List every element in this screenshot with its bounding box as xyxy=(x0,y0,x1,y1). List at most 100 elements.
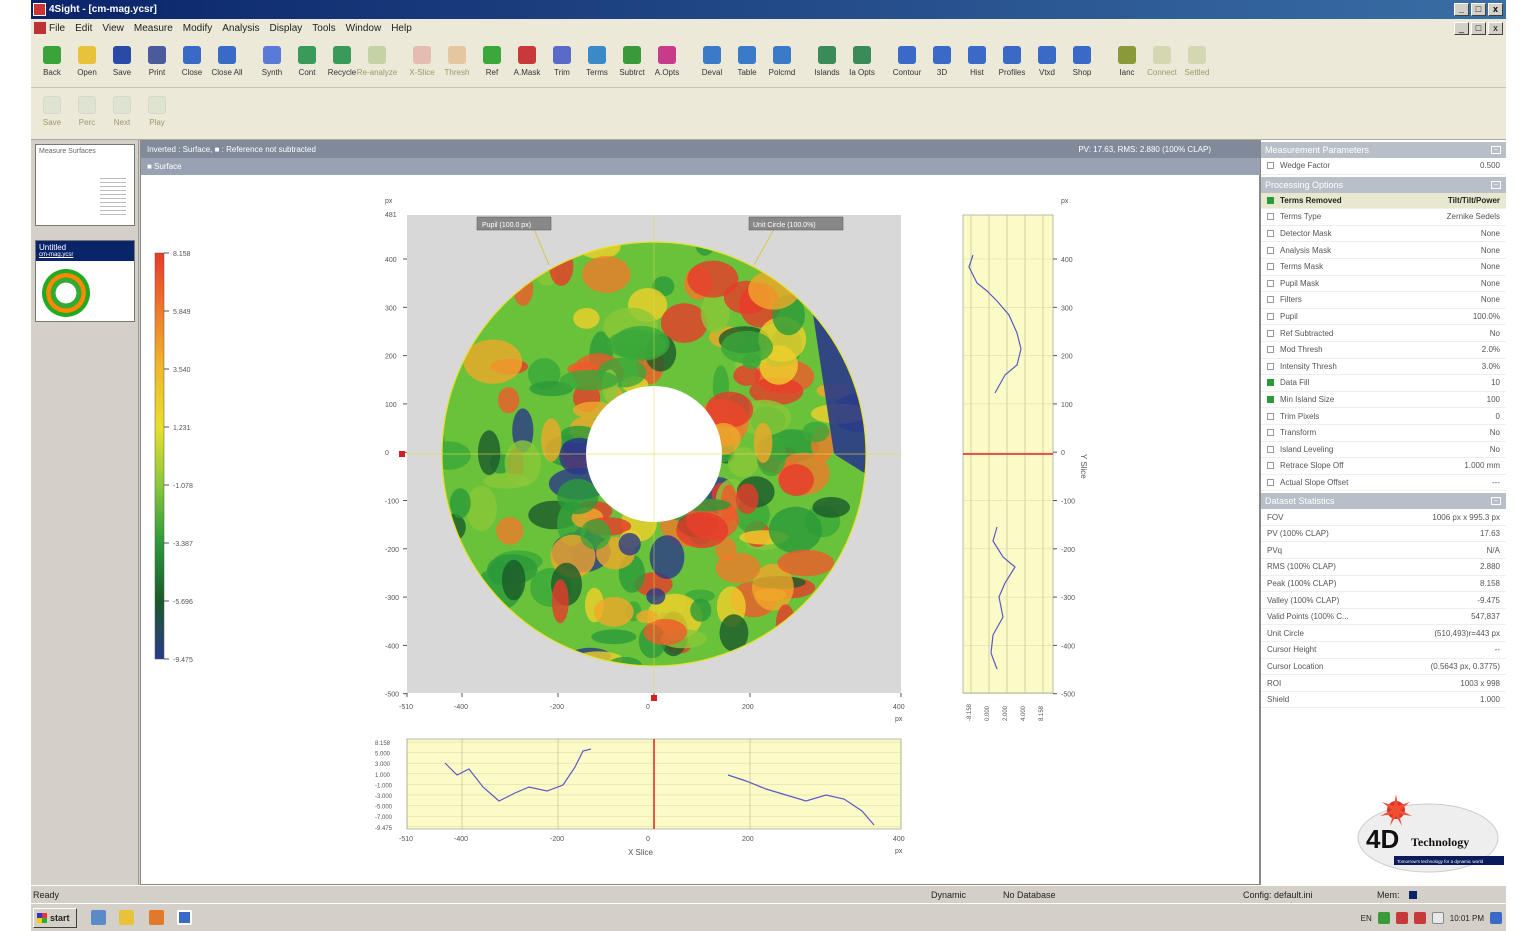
property-row-detector-mask[interactable]: Detector Mask None xyxy=(1261,226,1506,243)
property-row-data-fill[interactable]: Data Fill 10 xyxy=(1261,375,1506,392)
menu-help[interactable]: Help xyxy=(391,23,412,34)
minimize-button[interactable]: _ xyxy=(1454,3,1469,16)
close-button[interactable]: x xyxy=(1488,3,1503,16)
property-row-terms-type[interactable]: Terms Type Zernike Sedels xyxy=(1261,209,1506,226)
show-desktop-icon[interactable] xyxy=(1490,912,1502,924)
property-row-cursor-location[interactable]: Cursor Location (0.5643 px, 0.3775) xyxy=(1261,659,1506,676)
property-row-fov[interactable]: FOV 1006 px x 995.3 px xyxy=(1261,509,1506,526)
property-row-intensity-thresh[interactable]: Intensity Thresh 3.0% xyxy=(1261,359,1506,376)
vtxd-button[interactable]: Vtxd xyxy=(1031,46,1063,77)
property-row-island-leveling[interactable]: Island Leveling No xyxy=(1261,442,1506,459)
property-checkbox[interactable] xyxy=(1267,196,1274,204)
shop-button[interactable]: Shop xyxy=(1066,46,1098,77)
back-button[interactable]: Back xyxy=(36,46,68,77)
property-row-mod-thresh[interactable]: Mod Thresh 2.0% xyxy=(1261,342,1506,359)
property-row-roi[interactable]: ROI 1003 x 998 xyxy=(1261,675,1506,692)
property-row-valid-points-100-c[interactable]: Valid Points (100% C... 547,837 xyxy=(1261,609,1506,626)
ia-opts-button[interactable]: Ia Opts xyxy=(846,46,878,77)
surface-plot[interactable]: 8.158 5.849 3.540 1.231 -1.078 -3.387 -5.696 -9… xyxy=(141,175,1259,885)
ianc-button[interactable]: Ianc xyxy=(1111,46,1143,77)
start-button[interactable]: start xyxy=(33,908,77,928)
collapse-icon[interactable]: – xyxy=(1491,497,1501,506)
polcmd-button[interactable]: Polcmd xyxy=(766,46,798,77)
property-row-actual-slope-offset[interactable]: Actual Slope Offset --- xyxy=(1261,475,1506,492)
property-checkbox[interactable] xyxy=(1267,279,1274,287)
ref-button[interactable]: Ref xyxy=(476,46,508,77)
processing-section-header[interactable]: Processing Options – xyxy=(1261,176,1506,193)
dataset-thumbnail[interactable]: Untitled cm-mag.ycsr xyxy=(35,240,135,322)
settled-button[interactable]: Settled xyxy=(1181,46,1213,77)
measurement-section-header[interactable]: Measurement Parameters – xyxy=(1261,142,1506,158)
quicklaunch-desktop-icon[interactable] xyxy=(91,910,106,925)
menu-view[interactable]: View xyxy=(102,23,124,34)
property-checkbox[interactable] xyxy=(1267,162,1274,170)
menu-tools[interactable]: Tools xyxy=(312,23,336,34)
property-row-valley-100-clap[interactable]: Valley (100% CLAP) -9.475 xyxy=(1261,592,1506,609)
property-row-min-island-size[interactable]: Min Island Size 100 xyxy=(1261,392,1506,409)
play-button[interactable]: Play xyxy=(141,96,173,139)
property-row-trim-pixels[interactable]: Trim Pixels 0 xyxy=(1261,408,1506,425)
property-checkbox[interactable] xyxy=(1267,213,1274,221)
perc-button[interactable]: Perc xyxy=(71,96,103,139)
terms-button[interactable]: Terms xyxy=(581,46,613,77)
property-checkbox[interactable] xyxy=(1267,346,1274,354)
property-row-terms-mask[interactable]: Terms Mask None xyxy=(1261,259,1506,276)
property-checkbox[interactable] xyxy=(1267,412,1274,420)
property-checkbox[interactable] xyxy=(1267,296,1274,304)
property-row-shield[interactable]: Shield 1.000 xyxy=(1261,692,1506,709)
property-row-retrace-slope-off[interactable]: Retrace Slope Off 1.000 mm xyxy=(1261,458,1506,475)
quicklaunch-folder-icon[interactable] xyxy=(119,910,134,925)
thresh-button[interactable]: Thresh xyxy=(441,46,473,77)
hist-button[interactable]: Hist xyxy=(961,46,993,77)
contour-button[interactable]: Contour xyxy=(891,46,923,77)
collapse-icon[interactable]: – xyxy=(1491,146,1501,154)
doc-minimize-button[interactable]: _ xyxy=(1454,22,1469,35)
property-checkbox[interactable] xyxy=(1267,313,1274,321)
menu-analysis[interactable]: Analysis xyxy=(222,23,260,34)
cont-button[interactable]: Cont xyxy=(291,46,323,77)
property-checkbox[interactable] xyxy=(1267,445,1274,453)
property-row-pupil[interactable]: Pupil 100.0% xyxy=(1261,309,1506,326)
save-button[interactable]: Save xyxy=(106,46,138,77)
open-button[interactable]: Open xyxy=(71,46,103,77)
next-button[interactable]: Next xyxy=(106,96,138,139)
maximize-button[interactable]: □ xyxy=(1471,3,1486,16)
connect-button[interactable]: Connect xyxy=(1146,46,1178,77)
save-button[interactable]: Save xyxy=(36,96,68,139)
network-icon[interactable] xyxy=(1377,912,1390,924)
property-row-peak-100-clap[interactable]: Peak (100% CLAP) 8.158 xyxy=(1261,576,1506,593)
profiles-button[interactable]: Profiles xyxy=(996,46,1028,77)
synth-button[interactable]: Synth xyxy=(256,46,288,77)
table-button[interactable]: Table xyxy=(731,46,763,77)
subtrct-button[interactable]: Subtrct xyxy=(616,46,648,77)
document-icon[interactable] xyxy=(34,22,46,34)
volume-icon[interactable] xyxy=(1431,912,1444,924)
menu-edit[interactable]: Edit xyxy=(75,23,93,34)
menu-file[interactable]: File xyxy=(49,23,66,34)
x-slice-button[interactable]: X-Slice xyxy=(406,46,438,77)
property-checkbox[interactable] xyxy=(1267,396,1274,404)
doc-close-button[interactable]: x xyxy=(1488,22,1503,35)
property-row-terms-removed[interactable]: Terms Removed Tilt/Tilt/Power xyxy=(1261,192,1506,210)
close-all-button[interactable]: Close All xyxy=(211,46,243,77)
property-checkbox[interactable] xyxy=(1267,329,1274,337)
security-icon[interactable] xyxy=(1395,912,1408,924)
property-row-unit-circle[interactable]: Unit Circle (510,493)r=443 px xyxy=(1261,625,1506,643)
property-row-cursor-height[interactable]: Cursor Height -- xyxy=(1261,642,1506,659)
property-checkbox[interactable] xyxy=(1267,478,1274,486)
menu-display[interactable]: Display xyxy=(269,23,303,34)
property-row-pv-100-clap[interactable]: PV (100% CLAP) 17.63 xyxy=(1261,526,1506,543)
menu-measure[interactable]: Measure xyxy=(133,23,173,34)
measure-thumbnail[interactable]: Measure Surfaces xyxy=(35,144,135,226)
stats-section-header[interactable]: Dataset Statistics – xyxy=(1261,493,1506,510)
property-checkbox[interactable] xyxy=(1267,379,1274,387)
property-checkbox[interactable] xyxy=(1267,429,1274,437)
property-checkbox[interactable] xyxy=(1267,362,1274,370)
a-mask-button[interactable]: A.Mask xyxy=(511,46,543,77)
doc-restore-button[interactable]: □ xyxy=(1471,22,1486,35)
property-row-analysis-mask[interactable]: Analysis Mask None xyxy=(1261,242,1506,259)
update-icon[interactable] xyxy=(1413,912,1426,924)
collapse-icon[interactable]: – xyxy=(1491,180,1501,189)
property-row-rms-100-clap[interactable]: RMS (100% CLAP) 2.880 xyxy=(1261,559,1506,576)
islands-button[interactable]: Islands xyxy=(811,46,843,77)
